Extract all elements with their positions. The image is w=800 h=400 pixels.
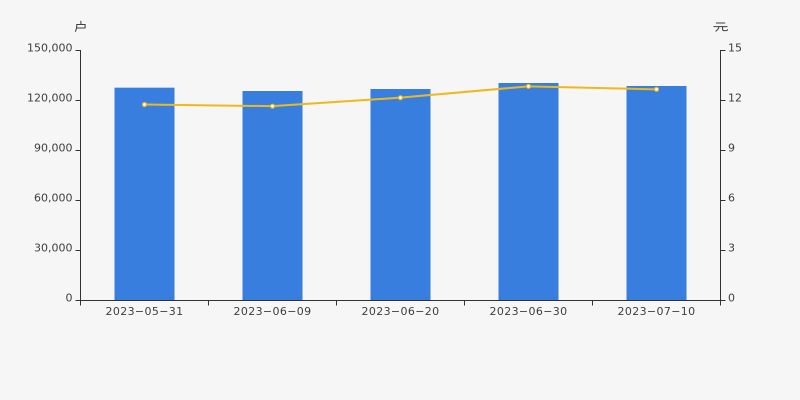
y-axis-right-label: 3 [728,242,735,255]
y-axis-right-label: 0 [728,292,735,305]
y-axis-left-label: 60,000 [34,192,73,205]
bar [370,89,431,301]
y-axis-right-label: 15 [728,42,742,55]
right-axis-unit-label-stroke [722,26,729,32]
bar [114,87,175,301]
y-axis-left-label: 30,000 [34,242,73,255]
bar [498,83,559,301]
x-axis-label: 2023−06−20 [362,305,440,318]
right-axis-unit-label-stroke [715,26,720,32]
data-point-marker [525,83,532,89]
y-axis-right-label: 9 [728,142,735,155]
y-axis-right-label: 6 [728,192,735,205]
y-axis-left-label: 150,000 [27,42,73,55]
left-axis-unit-label [74,20,86,32]
right-axis-unit-label [713,22,729,32]
y-axis-left-label: 120,000 [27,92,73,105]
x-axis-label: 2023−06−09 [234,305,312,318]
x-axis-label: 2023−07−10 [618,305,696,318]
data-point-marker [141,101,148,108]
data-point-marker [653,86,660,92]
bar [242,91,303,301]
y-axis-right-label: 12 [728,92,742,105]
x-axis-label: 2023−05−31 [106,305,184,318]
x-axis-label: 2023−06−30 [490,305,568,318]
y-axis-left-label: 0 [66,292,73,305]
y-axis-left-label: 90,000 [34,142,73,155]
data-point-marker [397,95,404,101]
bar [626,86,687,301]
data-point-marker [269,103,276,109]
left-axis-unit-label-stroke [74,23,78,32]
